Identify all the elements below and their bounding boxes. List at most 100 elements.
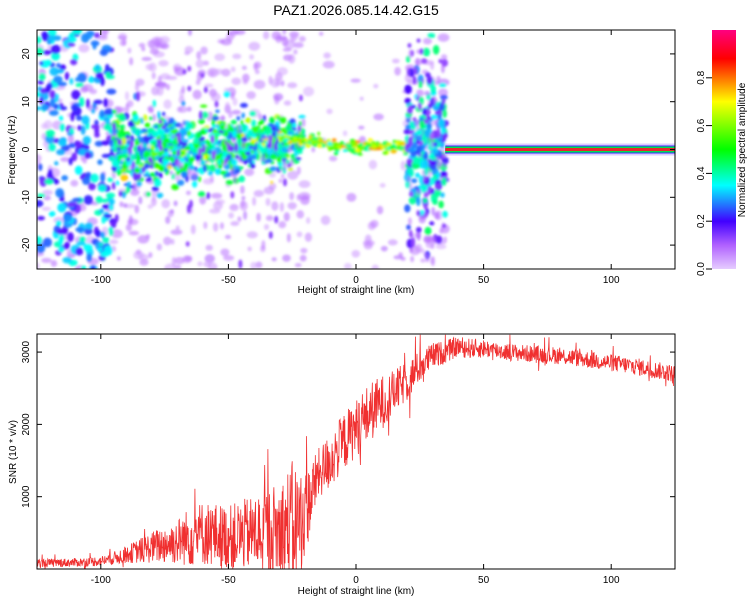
spectrogram-blob bbox=[94, 32, 100, 39]
spectrogram-blob bbox=[183, 146, 192, 151]
spectrogram-blob bbox=[81, 115, 90, 125]
spectrogram-blob bbox=[413, 156, 421, 165]
spectrogram-blob bbox=[88, 182, 96, 191]
spectrogram-blob bbox=[221, 68, 231, 77]
spectrogram-blob bbox=[380, 147, 385, 151]
spectrogram-blob bbox=[431, 206, 436, 216]
spectrogram-blob bbox=[265, 125, 272, 134]
spectrogram-xtick-label: -50 bbox=[221, 275, 236, 286]
spectrogram-blob bbox=[278, 178, 283, 183]
spectrogram-blob bbox=[136, 181, 142, 187]
spectrogram-blob bbox=[163, 133, 167, 139]
spectrogram-blob bbox=[422, 47, 431, 57]
spectrogram-blob bbox=[421, 159, 429, 170]
spectrogram-blob bbox=[263, 135, 268, 140]
spectrogram-blob bbox=[69, 77, 74, 85]
spectrogram-blob bbox=[56, 228, 66, 235]
spectrogram-blob bbox=[283, 100, 292, 106]
colorbar-label: Normalized spectral amplitude bbox=[737, 82, 748, 217]
spectrogram-blob bbox=[67, 42, 76, 47]
spectrogram-blob bbox=[287, 82, 298, 89]
spectrogram-blob bbox=[64, 71, 70, 81]
spectrogram-blob bbox=[101, 153, 112, 158]
spectrogram-blob bbox=[163, 148, 169, 152]
spectrogram-blob bbox=[127, 120, 135, 128]
spectrogram-blob bbox=[285, 124, 292, 132]
spectrogram-blob bbox=[212, 128, 218, 134]
spectrogram-frame bbox=[36, 29, 676, 270]
spectrogram-blob bbox=[134, 204, 140, 214]
spectrogram-blob bbox=[408, 229, 413, 238]
spectrogram-blob bbox=[130, 134, 134, 141]
spectrogram-blob bbox=[148, 116, 154, 121]
spectrogram-blob bbox=[380, 245, 388, 252]
spectrogram-blob bbox=[440, 192, 445, 198]
snr-ytick-label: 3000 bbox=[21, 341, 32, 364]
spectrogram-blob bbox=[296, 133, 301, 138]
spectrogram-blob bbox=[80, 265, 87, 269]
spectrogram-blob bbox=[200, 141, 207, 145]
spectrogram-blob bbox=[438, 200, 444, 209]
spectrogram-blob bbox=[227, 127, 231, 132]
spectrogram-blob bbox=[198, 118, 205, 125]
spectrogram-blob bbox=[342, 148, 348, 152]
spectrogram-blob bbox=[300, 195, 310, 205]
spectrogram-blob bbox=[92, 42, 97, 50]
spectrogram-blob bbox=[120, 174, 129, 182]
spectrogram-blob bbox=[128, 230, 140, 236]
spectrogram-blob bbox=[220, 114, 225, 122]
spectrogram-blob bbox=[37, 193, 46, 198]
spectrogram-blob bbox=[176, 149, 181, 157]
spectrogram-blob bbox=[178, 106, 183, 112]
spectrogram-blob bbox=[57, 81, 67, 87]
spectrogram-blob bbox=[151, 141, 157, 146]
spectrogram-blob bbox=[239, 166, 244, 170]
spectrogram-blob bbox=[100, 172, 106, 183]
snr-ytick-label: 2000 bbox=[21, 413, 32, 436]
spectrogram-blob bbox=[441, 177, 447, 186]
spectrogram-blob bbox=[161, 199, 171, 209]
spectrogram-blob bbox=[119, 201, 124, 208]
spectrogram-blob bbox=[163, 236, 172, 246]
spectrogram-blob bbox=[241, 112, 246, 119]
spectrogram-blob bbox=[294, 262, 302, 268]
spectrogram-blob bbox=[72, 30, 83, 35]
spectrogram-blob bbox=[223, 140, 228, 146]
spectrogram-blob bbox=[119, 126, 125, 135]
spectrogram-blob bbox=[117, 154, 122, 160]
spectrogram-blob bbox=[293, 49, 298, 55]
colorbar-tick-label: 0.2 bbox=[696, 214, 707, 228]
spectrogram-blob bbox=[227, 123, 231, 129]
spectrogram-blob bbox=[298, 94, 303, 102]
spectrogram-blob bbox=[202, 60, 210, 66]
spectrogram-blob bbox=[103, 98, 108, 108]
spectrogram-blob bbox=[176, 134, 181, 143]
spectrogram-blob bbox=[298, 180, 311, 189]
spectrogram-blob bbox=[240, 136, 248, 143]
spectrogram-blob bbox=[248, 157, 253, 165]
spectrogram-blob bbox=[282, 254, 291, 262]
spectrogram-blob bbox=[263, 186, 275, 195]
spectrogram-blob bbox=[241, 154, 248, 160]
spectrogram-blob bbox=[43, 195, 52, 201]
spectrogram-blob bbox=[187, 122, 194, 129]
spectrogram-blob bbox=[204, 254, 215, 263]
snr-xtick-label: 50 bbox=[478, 575, 490, 586]
spectrogram-blob bbox=[134, 82, 140, 92]
spectrogram-blob bbox=[192, 89, 202, 100]
spectrogram-blob bbox=[416, 231, 421, 241]
spectrogram-blob bbox=[412, 164, 421, 169]
spectrogram-blob bbox=[50, 260, 58, 267]
spectrogram-blob bbox=[230, 119, 237, 125]
spectrogram-blob bbox=[247, 154, 254, 160]
spectrogram-blob bbox=[356, 144, 362, 148]
spectrogram-blob bbox=[219, 170, 228, 175]
spectrogram-blob bbox=[265, 158, 273, 164]
spectrogram-blob bbox=[175, 225, 180, 231]
spectrogram-blob bbox=[75, 227, 85, 233]
spectrogram-blob bbox=[148, 157, 153, 163]
spectrogram-blob bbox=[239, 102, 248, 108]
spectrogram-blob bbox=[298, 36, 306, 42]
spectrogram-blob bbox=[232, 175, 237, 184]
spectrogram-blob bbox=[67, 134, 75, 144]
